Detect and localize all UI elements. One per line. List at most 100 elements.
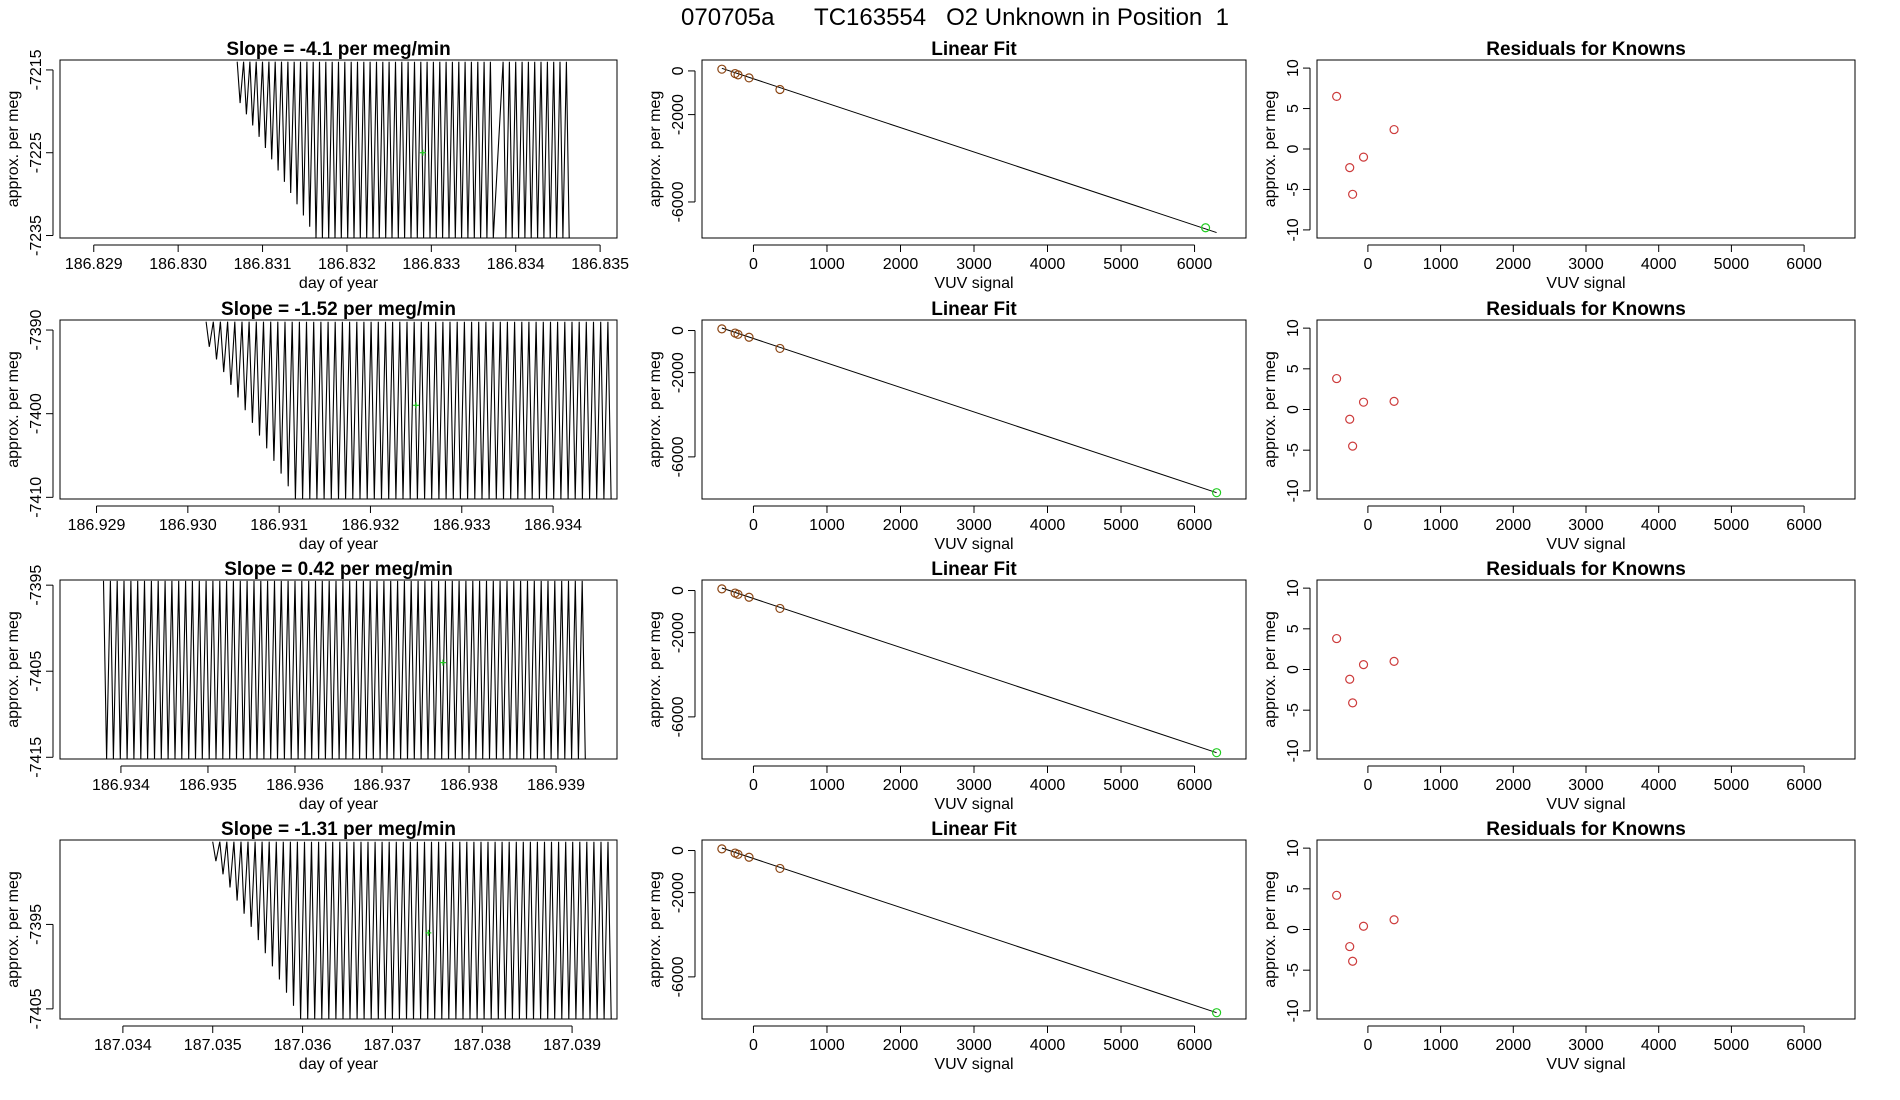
residual-point [1332, 91, 1342, 102]
y-tick-label: 10 [1285, 839, 1302, 857]
y-tick-label: -2000 [670, 872, 687, 913]
signal-trace [205, 321, 612, 499]
plot-frame [1316, 59, 1856, 239]
y-tick-label: 5 [1285, 104, 1302, 113]
figure-title: 070705a TC163554 O2 Unknown in Position … [681, 4, 1229, 31]
residual-point [1345, 941, 1355, 952]
x-axis-label: VUV signal [1546, 796, 1625, 813]
x-tick-label: 1000 [1423, 256, 1459, 273]
x-tick-label: 0 [749, 517, 758, 534]
x-tick-label: 4000 [1030, 1037, 1066, 1054]
x-tick-label: 6000 [1177, 256, 1213, 273]
y-axis-label: approx. per meg [1262, 871, 1279, 988]
panel-residuals-4: Residuals for Knowns 0 1000 2000 3000 4000 500… [1262, 819, 1856, 1073]
x-tick-label: 3000 [1568, 1037, 1604, 1054]
x-tick-label: 186.931 [250, 517, 308, 534]
y-tick-label: -7415 [28, 737, 45, 778]
x-tick-label: 4000 [1030, 517, 1066, 534]
y-tick-label: -5 [1285, 182, 1302, 196]
x-axis-label: VUV signal [934, 275, 1013, 292]
x-tick-label: 2000 [1496, 256, 1532, 273]
x-tick-label: 1000 [1423, 1037, 1459, 1054]
y-tick-label: -10 [1285, 739, 1302, 762]
plot-area [1332, 91, 1399, 199]
x-tick-label: 1000 [809, 1037, 845, 1054]
y-tick-label: 5 [1285, 624, 1302, 633]
signal-trace [102, 580, 586, 759]
x-tick-label: 5000 [1103, 1037, 1139, 1054]
x-tick-label: 6000 [1177, 777, 1213, 794]
x-tick-label: 3000 [956, 1037, 992, 1054]
x-tick-label: 4000 [1641, 256, 1677, 273]
plot-frame [701, 319, 1247, 500]
plot-area [1332, 373, 1399, 451]
panel-grid: Slope = -4.1 per meg/min 186.829 186.830 18… [5, 39, 1856, 1073]
panel-title: Linear Fit [931, 39, 1017, 60]
residual-point [1345, 674, 1355, 684]
residual-point [1358, 660, 1369, 670]
y-axis-label: approx. per meg [647, 611, 664, 728]
y-tick-label: -2000 [670, 94, 687, 135]
y-tick-label: -7215 [28, 49, 45, 90]
x-tick-label: 187.039 [543, 1037, 601, 1054]
known-point [775, 84, 785, 95]
known-point [717, 324, 727, 334]
panel-title: Residuals for Knowns [1486, 559, 1686, 580]
residual-point [1348, 189, 1358, 199]
x-tick-label: 1000 [809, 517, 845, 534]
plot-frame [59, 579, 618, 760]
x-tick-label: 186.934 [524, 517, 582, 534]
y-tick-label: 0 [1285, 405, 1302, 414]
x-tick-label: 186.937 [353, 777, 411, 794]
y-axis-label: approx. per meg [1262, 91, 1279, 208]
known-point [744, 332, 754, 342]
x-axis-label: VUV signal [1546, 1056, 1625, 1073]
y-tick-label: -7395 [28, 904, 45, 945]
x-tick-label: 3000 [1568, 256, 1604, 273]
y-tick-label: -7225 [28, 132, 45, 173]
x-tick-label: 3000 [1568, 517, 1604, 534]
x-tick-label: 2000 [883, 777, 919, 794]
plot-area [717, 584, 1222, 758]
plot-frame [1316, 319, 1856, 500]
x-tick-label: 4000 [1641, 777, 1677, 794]
x-tick-label: 186.932 [342, 517, 400, 534]
panel-title: Linear Fit [931, 819, 1017, 840]
x-tick-label: 186.830 [149, 256, 207, 273]
y-axis-label: approx. per meg [5, 91, 22, 208]
x-axis-label: day of year [299, 536, 379, 553]
plot-area [717, 64, 1217, 234]
x-axis-label: day of year [299, 275, 379, 292]
unknown-point [1211, 748, 1222, 758]
x-tick-label: 186.936 [266, 777, 324, 794]
x-tick-label: 3000 [956, 517, 992, 534]
panel-fit-3: Linear Fit 0 1000 2000 3000 4000 5000 6000 -6000… [647, 559, 1247, 813]
x-tick-label: 0 [1363, 1037, 1372, 1054]
x-tick-label: 187.034 [94, 1037, 152, 1054]
residual-point [1348, 441, 1358, 451]
x-tick-label: 4000 [1641, 517, 1677, 534]
plot-frame [1316, 839, 1856, 1020]
residual-point [1332, 633, 1342, 644]
panel-title: Residuals for Knowns [1486, 819, 1686, 840]
y-tick-label: -6000 [670, 436, 687, 477]
plot-area [236, 61, 570, 238]
y-tick-label: 0 [1285, 665, 1302, 674]
known-point [733, 70, 743, 80]
x-tick-label: 1000 [809, 256, 845, 273]
y-tick-label: -7405 [28, 651, 45, 692]
x-tick-label: 186.829 [65, 256, 123, 273]
y-axis-label: approx. per meg [5, 871, 22, 988]
x-axis-label: VUV signal [934, 1056, 1013, 1073]
x-tick-label: 6000 [1177, 517, 1213, 534]
residual-point [1389, 915, 1399, 925]
x-tick-label: 186.833 [402, 256, 460, 273]
fit-line [721, 847, 1217, 1014]
y-tick-label: -5 [1285, 703, 1302, 717]
plot-area [1332, 633, 1399, 708]
x-tick-label: 3000 [956, 256, 992, 273]
x-tick-label: 186.835 [571, 256, 629, 273]
x-tick-label: 4000 [1030, 777, 1066, 794]
y-tick-label: 10 [1285, 319, 1302, 337]
x-tick-label: 5000 [1103, 256, 1139, 273]
